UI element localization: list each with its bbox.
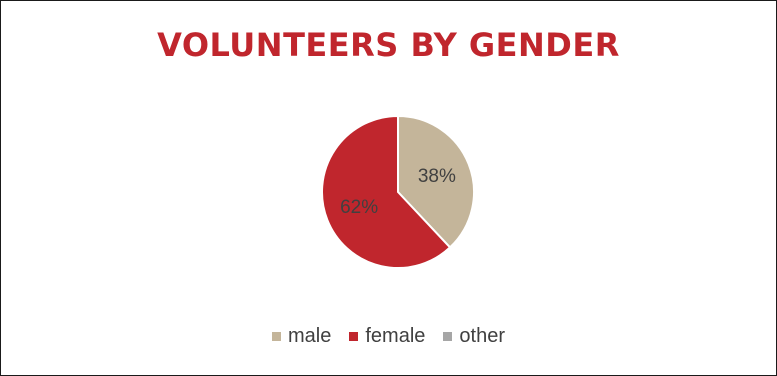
legend-item-other: other [443, 325, 505, 348]
data-label-male: 38% [418, 166, 456, 187]
chart-title: VOLUNTEERS BY GENDER [157, 26, 620, 64]
pie-data-labels: 38% 62% [340, 166, 456, 218]
legend-item-female: female [349, 325, 425, 348]
legend-label-other: other [459, 325, 505, 347]
legend-label-male: male [288, 325, 332, 347]
legend-swatch-female [349, 332, 359, 341]
legend-item-male: male [272, 325, 331, 348]
pie-slices [321, 114, 475, 269]
legend-swatch-other [443, 332, 453, 341]
pie-slice-female [321, 114, 452, 269]
legend-label-female: female [365, 325, 426, 347]
legend-swatch-male [272, 332, 281, 341]
legend: male female other [0, 325, 777, 348]
pie-slice-male [397, 114, 475, 249]
data-label-female: 62% [340, 197, 378, 218]
